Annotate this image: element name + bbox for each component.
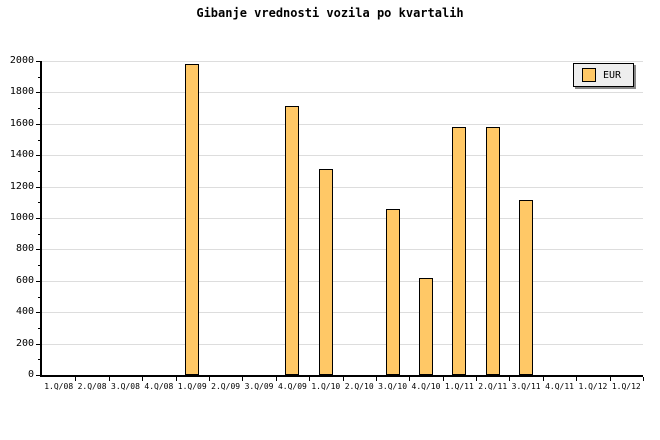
y-major-tick bbox=[36, 92, 42, 94]
x-axis-tick-label: 4.Q/08 bbox=[144, 382, 174, 391]
x-axis-tick-label: 4.Q/11 bbox=[545, 382, 574, 391]
x-axis-tick bbox=[75, 377, 77, 381]
bar-1.Q/11 bbox=[452, 126, 467, 375]
y-axis-tick-label: 600 bbox=[15, 274, 34, 286]
y-axis-tick-label: 1400 bbox=[9, 149, 34, 161]
y-major-tick bbox=[36, 186, 42, 188]
y-major-tick bbox=[36, 61, 42, 62]
x-axis-tick-label: 4.Q/09 bbox=[277, 382, 307, 391]
y-gridline bbox=[42, 155, 643, 157]
bar-3.Q/11 bbox=[519, 199, 534, 375]
chart-title: Gibanje vrednosti vozila po kvartalih bbox=[196, 6, 464, 20]
x-axis-tick-label: 3.Q/09 bbox=[244, 382, 274, 391]
y-gridline bbox=[42, 249, 643, 251]
x-axis-tick-label: 1.Q/12 bbox=[611, 382, 641, 391]
y-axis-tick-label: 1000 bbox=[9, 212, 34, 223]
x-axis-tick-label: 1.Q/11 bbox=[444, 382, 474, 391]
y-gridline bbox=[42, 92, 643, 94]
x-axis-tick bbox=[542, 377, 544, 381]
y-axis-line bbox=[40, 61, 42, 377]
x-axis-tick bbox=[576, 377, 578, 381]
y-major-tick bbox=[36, 155, 42, 157]
x-axis-tick bbox=[309, 377, 311, 381]
x-axis-tick-label: 2.Q/11 bbox=[478, 382, 508, 391]
y-major-tick bbox=[36, 375, 42, 376]
bar-3.Q/10 bbox=[385, 209, 400, 375]
x-axis-tick bbox=[108, 377, 110, 381]
y-major-tick bbox=[36, 218, 42, 219]
x-axis-tick bbox=[476, 377, 478, 381]
x-axis-tick bbox=[175, 377, 177, 381]
legend-series-swatch-icon bbox=[582, 68, 596, 82]
x-axis-tick-label: 2.Q/08 bbox=[77, 382, 107, 391]
x-axis-tick bbox=[643, 377, 644, 381]
bar-4.Q/09 bbox=[285, 105, 300, 375]
x-axis-tick bbox=[609, 377, 611, 381]
x-axis-tick bbox=[275, 377, 277, 381]
x-axis-tick bbox=[208, 377, 210, 381]
y-gridline bbox=[42, 61, 643, 62]
x-axis-tick-label: 3.Q/11 bbox=[511, 382, 541, 391]
y-axis-tick-label: 800 bbox=[15, 243, 34, 255]
y-gridline bbox=[42, 218, 643, 219]
x-axis-tick-label: 1.Q/09 bbox=[177, 382, 207, 391]
y-major-tick bbox=[36, 249, 42, 251]
y-gridline bbox=[42, 280, 643, 282]
legend: EUR bbox=[573, 63, 635, 87]
y-gridline bbox=[42, 186, 643, 188]
y-major-tick bbox=[36, 280, 42, 282]
y-axis-tick-label: 0 bbox=[27, 369, 34, 380]
x-axis-tick-label: 2.Q/09 bbox=[211, 382, 241, 391]
y-axis-tick-label: 400 bbox=[15, 306, 34, 318]
bar-4.Q/10 bbox=[418, 277, 433, 375]
y-axis-tick-label: 2000 bbox=[9, 55, 34, 66]
x-axis-tick bbox=[509, 377, 511, 381]
y-gridline bbox=[42, 343, 643, 345]
x-axis-tick-label: 1.Q/10 bbox=[311, 382, 341, 391]
y-axis-tick-label: 1200 bbox=[9, 180, 34, 192]
x-axis-tick bbox=[375, 377, 377, 381]
y-major-tick bbox=[36, 312, 42, 314]
y-major-tick bbox=[36, 343, 42, 345]
x-axis-tick-label: 3.Q/08 bbox=[111, 382, 140, 391]
y-axis-tick-label: 1800 bbox=[9, 86, 34, 98]
y-gridline bbox=[42, 312, 643, 314]
y-axis-tick-label: 200 bbox=[15, 337, 34, 349]
x-axis-tick bbox=[442, 377, 444, 381]
x-axis-tick-label: 2.Q/10 bbox=[344, 382, 374, 391]
y-axis-tick-label: 1600 bbox=[9, 117, 34, 129]
x-axis-tick bbox=[342, 377, 344, 381]
x-axis-tick bbox=[409, 377, 411, 381]
x-axis-line bbox=[40, 375, 643, 377]
x-axis-tick bbox=[142, 377, 144, 381]
x-axis-tick-label: 4.Q/10 bbox=[411, 382, 441, 391]
bar-1.Q/09 bbox=[185, 64, 200, 375]
x-axis-tick bbox=[242, 377, 244, 381]
legend-series-label: EUR bbox=[603, 69, 622, 81]
x-axis-tick-label: 1.Q/08 bbox=[44, 382, 74, 391]
bar-2.Q/11 bbox=[485, 126, 500, 375]
x-axis-tick-label: 3.Q/10 bbox=[378, 382, 408, 391]
x-axis-tick-label: 1.Q/12 bbox=[578, 382, 608, 391]
y-gridline bbox=[42, 123, 643, 125]
bar-1.Q/10 bbox=[318, 169, 333, 375]
y-major-tick bbox=[36, 123, 42, 125]
